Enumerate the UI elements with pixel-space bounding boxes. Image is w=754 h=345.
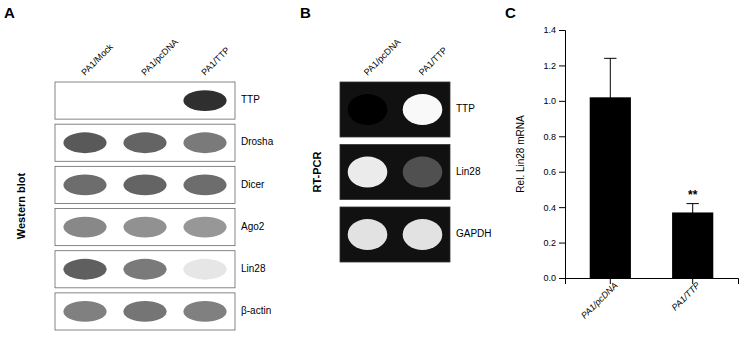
lane-box xyxy=(55,166,235,203)
band xyxy=(123,217,166,238)
error-bar xyxy=(692,204,693,222)
y-tick: 1.4 xyxy=(543,25,565,35)
y-tick-label: 0.8 xyxy=(543,132,556,142)
row-label: Ago2 xyxy=(241,221,265,232)
band xyxy=(123,301,166,322)
x-tick: PA1/TTP xyxy=(670,278,702,313)
band xyxy=(63,90,106,111)
band xyxy=(63,217,106,238)
band xyxy=(183,90,226,111)
x-axis-line xyxy=(566,279,739,285)
band xyxy=(403,157,443,188)
annotation: ** xyxy=(688,188,698,202)
y-tick: 1.2 xyxy=(543,61,565,71)
error-cap xyxy=(604,58,616,59)
error-cap xyxy=(687,203,699,204)
y-tick-mark xyxy=(559,30,565,31)
column-label: PA1/TTP xyxy=(199,45,231,77)
x-tick-label: PA1/pcDNA xyxy=(579,280,620,321)
y-tick-label: 0.4 xyxy=(543,203,556,213)
y-tick: 0.6 xyxy=(543,167,565,177)
panel-gel: RT-PCR PA1/pcDNA PA1/TTP TTP Lin28 GAPDH xyxy=(311,37,492,262)
row-label: β-actin xyxy=(241,305,271,316)
error-cap xyxy=(604,136,616,137)
band xyxy=(123,259,166,280)
band xyxy=(63,301,106,322)
column-label: PA1/pcDNA xyxy=(139,37,180,78)
y-tick: 1.0 xyxy=(543,96,565,106)
y-tick-label: 0.0 xyxy=(543,273,556,283)
band xyxy=(348,219,388,250)
column-label: PA1/pcDNA xyxy=(362,37,403,78)
y-tick-mark xyxy=(559,243,565,244)
lane-box xyxy=(55,209,235,246)
error-cap xyxy=(687,221,699,222)
band xyxy=(183,259,226,280)
panel-label: C xyxy=(505,4,516,21)
bar xyxy=(672,212,713,278)
band xyxy=(183,132,226,153)
y-axis-line xyxy=(559,31,566,279)
row-label: Dicer xyxy=(241,179,265,190)
band xyxy=(348,94,388,125)
band xyxy=(63,259,106,280)
lane-box xyxy=(340,145,450,200)
y-axis: 0.0 0.2 0.4 0.6 0.8 1.0 1.2 1.4 xyxy=(543,25,565,283)
row-label: GAPDH xyxy=(456,228,492,239)
column-label: PA1/Mock xyxy=(79,41,115,77)
band xyxy=(63,175,106,196)
band xyxy=(348,157,388,188)
y-tick: 0.2 xyxy=(543,238,565,248)
y-tick-label: 0.2 xyxy=(543,238,556,248)
x-tick-label: PA1/TTP xyxy=(670,280,702,312)
lane-box xyxy=(55,293,235,330)
y-tick-mark xyxy=(559,136,565,137)
y-tick-mark xyxy=(559,101,565,102)
band xyxy=(123,90,166,111)
lane-box xyxy=(55,251,235,288)
y-tick-label: 1.2 xyxy=(543,61,556,71)
row-label: TTP xyxy=(456,103,475,114)
figure: Western blot PA1/Mock PA1/pcDNA PA1/TTP TTP D… xyxy=(0,0,754,345)
band xyxy=(123,132,166,153)
y-axis-title: Rel. Lin28 mRNA xyxy=(515,115,526,193)
y-tick: 0.0 xyxy=(543,273,565,283)
band xyxy=(183,175,226,196)
row-label: Lin28 xyxy=(241,263,266,274)
y-tick-label: 0.6 xyxy=(543,167,556,177)
plot-area xyxy=(590,58,714,278)
x-axis: PA1/pcDNA PA1/TTP xyxy=(566,278,739,321)
row-label: Lin28 xyxy=(456,166,481,177)
y-tick-mark xyxy=(559,172,565,173)
lane-box xyxy=(55,124,235,161)
panel-blot: Western blot PA1/Mock PA1/pcDNA PA1/TTP TTP D… xyxy=(15,37,274,330)
row-label: Drosha xyxy=(241,136,274,147)
side-label: Western blot xyxy=(15,172,27,239)
error-bar xyxy=(610,58,611,136)
y-tick-mark xyxy=(559,65,565,66)
y-tick: 0.4 xyxy=(543,203,565,213)
band xyxy=(123,175,166,196)
band xyxy=(183,217,226,238)
band xyxy=(403,94,443,125)
column-label: PA1/TTP xyxy=(417,45,449,77)
panel-label: A xyxy=(4,4,15,21)
x-tick: PA1/pcDNA xyxy=(579,278,620,321)
lane-box xyxy=(55,82,235,119)
y-tick: 0.8 xyxy=(543,132,565,142)
panel-label: B xyxy=(300,4,311,21)
lane-box xyxy=(340,82,450,137)
y-tick-label: 1.0 xyxy=(543,96,556,106)
lane-box xyxy=(340,207,450,262)
y-tick-mark xyxy=(559,207,565,208)
band xyxy=(183,301,226,322)
y-tick-mark xyxy=(559,278,565,279)
panel-bar: 0.0 0.2 0.4 0.6 0.8 1.0 1.2 1.4 PA1/pcDNA PA1/TTP… xyxy=(515,25,739,320)
row-label: TTP xyxy=(241,94,260,105)
side-label: RT-PCR xyxy=(311,151,323,192)
y-tick-label: 1.4 xyxy=(543,25,556,35)
band xyxy=(403,219,443,250)
band xyxy=(63,132,106,153)
